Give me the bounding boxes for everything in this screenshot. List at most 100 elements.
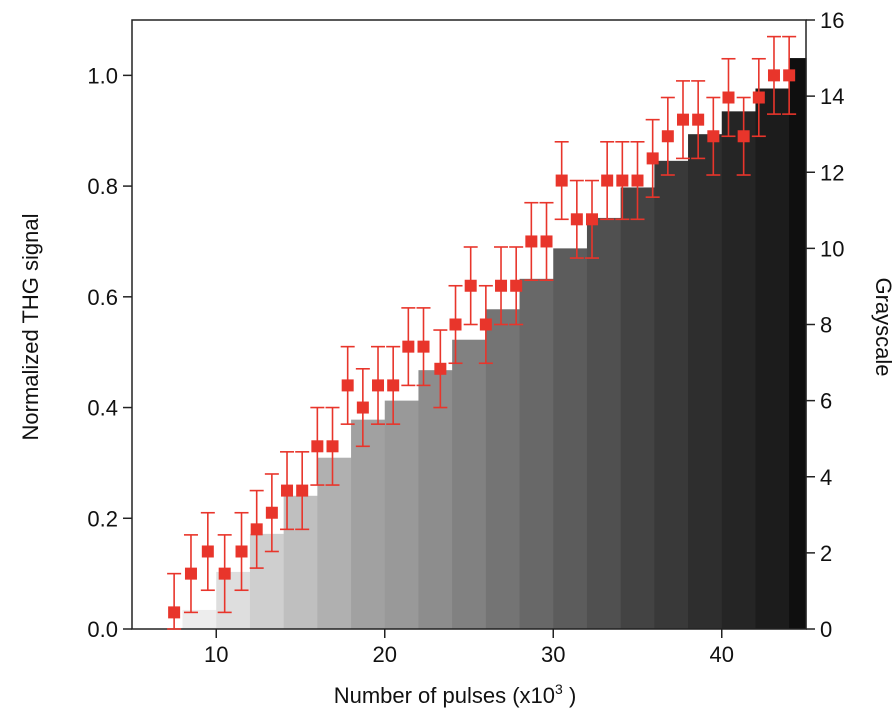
data-point xyxy=(401,307,416,387)
data-point xyxy=(691,80,706,160)
point-marker xyxy=(296,484,309,497)
point-marker xyxy=(707,130,720,143)
grayscale-bar xyxy=(553,248,588,629)
point-marker xyxy=(495,279,508,292)
point-marker xyxy=(737,130,750,143)
point-marker xyxy=(722,91,735,104)
y-tick-label: 1.0 xyxy=(87,63,118,88)
y-tick-label: 0.2 xyxy=(87,506,118,531)
grayscale-bar xyxy=(384,400,420,629)
point-marker xyxy=(540,235,553,248)
data-point xyxy=(600,141,615,221)
data-point xyxy=(706,96,721,176)
data-point xyxy=(183,534,198,614)
point-marker xyxy=(449,318,462,331)
data-point xyxy=(721,57,736,138)
grayscale-bar xyxy=(351,419,386,629)
grayscale-bar xyxy=(182,609,217,629)
grayscale-bar xyxy=(452,339,487,629)
data-point xyxy=(539,201,554,282)
point-marker xyxy=(434,362,447,375)
x-axis-label: Number of pulses (x103 ) xyxy=(334,681,577,708)
data-point xyxy=(280,451,295,531)
x-tick-label: 40 xyxy=(710,642,734,667)
y-right-tick-label: 4 xyxy=(820,465,832,490)
data-point xyxy=(660,96,675,176)
point-marker xyxy=(341,379,354,392)
data-point xyxy=(295,451,310,531)
x-tick-label: 30 xyxy=(541,642,565,667)
point-marker xyxy=(631,174,644,187)
grayscale-bar xyxy=(755,88,790,629)
data-point xyxy=(509,246,524,326)
y-right-tick-label: 0 xyxy=(820,617,832,642)
data-point xyxy=(494,246,509,326)
grayscale-bar xyxy=(721,111,757,630)
data-point xyxy=(766,35,781,115)
point-marker xyxy=(184,567,197,580)
grayscale-bar xyxy=(418,370,453,629)
data-point xyxy=(751,57,766,138)
point-marker xyxy=(570,213,583,226)
y-right-tick-label: 12 xyxy=(820,160,844,185)
point-marker xyxy=(326,440,339,453)
point-marker xyxy=(250,523,263,536)
data-point xyxy=(264,473,279,553)
grayscale-bar xyxy=(586,217,622,630)
point-marker xyxy=(692,113,705,126)
x-tick-label: 20 xyxy=(373,642,397,667)
y-tick-label: 0.6 xyxy=(87,285,118,310)
y-tick-label: 0.4 xyxy=(87,396,118,421)
thg-data-points xyxy=(167,35,797,630)
point-marker xyxy=(616,174,629,187)
tick-marks: 10 20 30 40 0.0 0.2 0.4 0.6 0.8 1.0 0 2 4 6 8 10 12 14 16 xyxy=(87,8,844,667)
data-point xyxy=(167,572,182,630)
data-point xyxy=(645,118,660,198)
grayscale-bar xyxy=(789,58,807,629)
y-right-tick-label: 6 xyxy=(820,389,832,414)
data-point xyxy=(675,80,690,160)
point-marker xyxy=(555,174,568,187)
data-point xyxy=(433,329,448,409)
data-point xyxy=(310,406,325,486)
point-marker xyxy=(387,379,400,392)
grayscale-bar xyxy=(283,495,318,629)
data-point xyxy=(615,141,630,221)
data-point xyxy=(355,367,370,448)
grayscale-bar xyxy=(216,571,251,629)
data-point xyxy=(448,284,463,365)
grayscale-bar xyxy=(317,457,352,629)
point-marker xyxy=(372,379,385,392)
data-point xyxy=(782,35,797,115)
y-right-tick-label: 2 xyxy=(820,541,832,566)
point-marker xyxy=(201,545,214,558)
point-marker xyxy=(168,606,181,619)
data-point xyxy=(340,345,355,425)
point-marker xyxy=(661,130,674,143)
data-point xyxy=(249,489,264,569)
point-marker xyxy=(586,213,599,226)
data-point xyxy=(416,307,431,387)
grayscale-bar xyxy=(519,278,554,629)
point-marker xyxy=(783,69,796,82)
point-marker xyxy=(464,279,477,292)
data-point xyxy=(736,96,751,176)
x-tick-label: 10 xyxy=(204,642,228,667)
point-marker xyxy=(510,279,523,292)
data-point xyxy=(554,141,569,221)
point-marker xyxy=(281,484,294,497)
y-right-tick-label: 8 xyxy=(820,313,832,338)
point-marker xyxy=(752,91,765,104)
grayscale-bar xyxy=(654,160,689,630)
data-point xyxy=(524,201,539,282)
point-marker xyxy=(601,174,614,187)
point-marker xyxy=(265,506,278,519)
grayscale-bar xyxy=(485,309,521,629)
y-tick-label: 0.0 xyxy=(87,617,118,642)
y-right-tick-label: 10 xyxy=(820,236,844,261)
data-point xyxy=(325,406,340,486)
data-point xyxy=(200,511,215,592)
data-point xyxy=(234,511,249,592)
grayscale-bar xyxy=(620,187,655,629)
